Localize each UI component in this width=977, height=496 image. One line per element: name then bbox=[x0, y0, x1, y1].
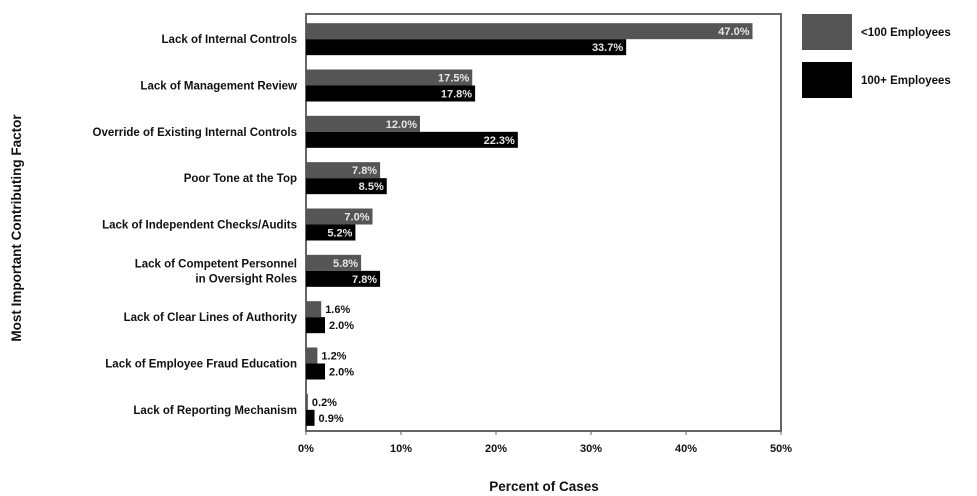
bars-layer: 47.0% 33.7% 17.5% 17.8% 12.0% 22.3% 7.8% 8.5% 7.… bbox=[306, 23, 753, 426]
bar-100-plus bbox=[306, 409, 315, 426]
x-tick-label: 30% bbox=[580, 443, 602, 455]
bar-value-label: 1.2% bbox=[321, 351, 346, 363]
bar-under-100 bbox=[306, 347, 318, 364]
category-label-line: Lack of Independent Checks/Audits bbox=[102, 220, 297, 232]
bar-under-100 bbox=[306, 23, 753, 40]
x-tick-label: 50% bbox=[770, 443, 792, 455]
bar-under-100 bbox=[306, 69, 473, 86]
legend-label: <100 Employees bbox=[861, 27, 951, 39]
y-axis-title: Most Important Contributing Factor bbox=[9, 114, 24, 342]
bar-value-label: 47.0% bbox=[718, 26, 749, 38]
x-axis-ticks: 0% 10% 20% 30% 40% 50% bbox=[298, 431, 792, 455]
bar-value-label: 12.0% bbox=[386, 119, 417, 131]
bar-100-plus bbox=[306, 85, 476, 102]
bar-value-label: 5.8% bbox=[333, 258, 358, 270]
bar-under-100 bbox=[306, 162, 381, 179]
bar-value-label: 5.2% bbox=[327, 228, 352, 240]
bar-value-label: 17.8% bbox=[441, 89, 472, 101]
category-label-line: Lack of Clear Lines of Authority bbox=[124, 312, 298, 324]
bar-under-100 bbox=[306, 254, 362, 271]
category-labels: Lack of Internal Controls Lack of Managem… bbox=[93, 34, 298, 417]
category-label: Lack of Internal Controls bbox=[162, 34, 297, 46]
category-label: Lack of Employee Fraud Education bbox=[105, 359, 297, 371]
legend-label: 100+ Employees bbox=[861, 75, 951, 87]
bar-value-label: 8.5% bbox=[359, 181, 384, 193]
bar-100-plus bbox=[306, 131, 518, 148]
category-label: Lack of Clear Lines of Authority bbox=[124, 312, 298, 324]
bar-value-label: 7.8% bbox=[352, 165, 377, 177]
x-tick-label: 40% bbox=[675, 443, 697, 455]
bar-value-label: 2.0% bbox=[329, 320, 354, 332]
category-label: Lack of Management Review bbox=[140, 81, 297, 93]
bar-value-label: 7.0% bbox=[344, 212, 369, 224]
category-label-line: Lack of Competent Personnel bbox=[135, 258, 297, 270]
category-label-line: Lack of Employee Fraud Education bbox=[105, 359, 297, 371]
legend-swatch bbox=[802, 62, 852, 98]
bar-100-plus bbox=[306, 178, 387, 195]
bar-value-label: 0.2% bbox=[312, 397, 337, 409]
category-label: Override of Existing Internal Controls bbox=[93, 127, 297, 139]
category-label-line: Override of Existing Internal Controls bbox=[93, 127, 297, 139]
category-label: Poor Tone at the Top bbox=[184, 173, 297, 185]
bar-under-100 bbox=[306, 208, 373, 225]
category-label-line: Lack of Reporting Mechanism bbox=[133, 405, 297, 417]
x-tick-label: 10% bbox=[390, 443, 412, 455]
bar-under-100 bbox=[306, 115, 420, 132]
x-tick-label: 20% bbox=[485, 443, 507, 455]
bar-value-label: 7.8% bbox=[352, 274, 377, 286]
bar-value-label: 1.6% bbox=[325, 304, 350, 316]
category-label-line: Lack of Internal Controls bbox=[162, 34, 297, 46]
bar-100-plus bbox=[306, 39, 627, 56]
bar-value-label: 17.5% bbox=[438, 73, 469, 85]
category-label: Lack of Competent Personnel in Oversight … bbox=[135, 258, 297, 285]
legend: <100 Employees 100+ Employees bbox=[802, 14, 951, 98]
bar-100-plus bbox=[306, 270, 381, 287]
category-label-line: Poor Tone at the Top bbox=[184, 173, 297, 185]
bar-value-label: 22.3% bbox=[484, 135, 515, 147]
bar-value-label: 33.7% bbox=[592, 42, 623, 54]
category-label: Lack of Reporting Mechanism bbox=[133, 405, 297, 417]
bar-under-100 bbox=[306, 301, 322, 318]
bar-under-100 bbox=[306, 393, 308, 410]
x-tick-label: 0% bbox=[298, 443, 314, 455]
bar-100-plus bbox=[306, 224, 356, 241]
bar-100-plus bbox=[306, 363, 325, 380]
category-label: Lack of Independent Checks/Audits bbox=[102, 220, 297, 232]
bar-value-label: 2.0% bbox=[329, 367, 354, 379]
x-axis-title: Percent of Cases bbox=[489, 479, 599, 494]
bar-value-label: 0.9% bbox=[319, 413, 344, 425]
legend-swatch bbox=[802, 14, 852, 50]
category-label-line: in Oversight Roles bbox=[195, 273, 297, 285]
bar-100-plus bbox=[306, 317, 325, 334]
category-label-line: Lack of Management Review bbox=[140, 81, 297, 93]
